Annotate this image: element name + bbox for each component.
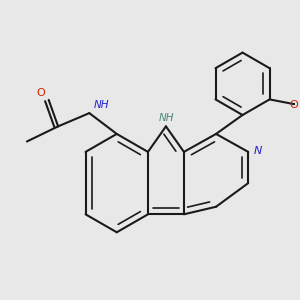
Text: N: N bbox=[254, 146, 262, 156]
Text: NH: NH bbox=[159, 112, 175, 123]
Text: O: O bbox=[36, 88, 45, 98]
Text: NH: NH bbox=[94, 100, 110, 110]
Text: O: O bbox=[290, 100, 298, 110]
